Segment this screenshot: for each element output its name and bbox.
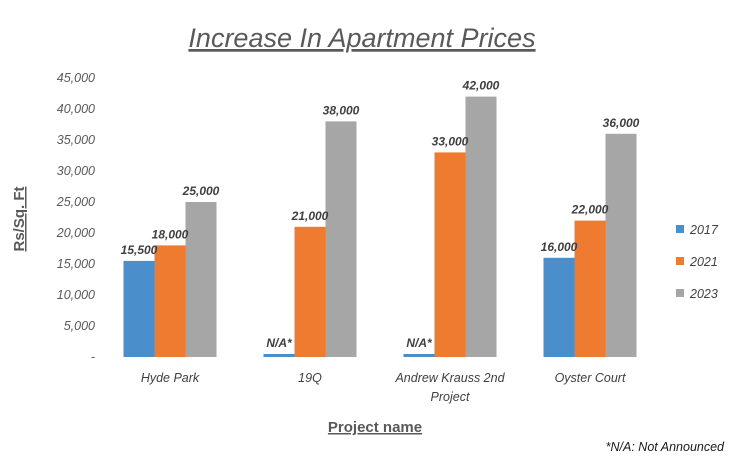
data-label-2023: 25,000 [182,184,220,198]
category-label: 19Q [298,371,322,385]
y-tick-label: 30,000 [57,164,95,178]
y-tick-label: 15,000 [57,257,95,271]
category-label: Oyster Court [555,371,626,385]
y-tick-label: 20,000 [56,226,95,240]
category-label: Project [431,390,470,404]
bar-2021 [434,152,466,357]
x-axis-title: Project name [328,419,422,436]
x-axis-categories: Hyde Park 19Q Andrew Krauss 2nd Project Oyst… [141,371,626,404]
data-label-2023: 36,000 [603,116,640,130]
legend-label-2023: 2023 [689,287,718,301]
y-tick-label: 5,000 [64,319,95,333]
data-label-2021: 18,000 [152,227,189,241]
data-label-2023: 38,000 [323,103,360,117]
data-label-2021: 21,000 [291,209,329,223]
bars [123,96,637,358]
y-tick-label: - [91,350,95,364]
y-tick-label: 25,000 [56,195,95,209]
y-axis-ticks: - 5,000 10,000 15,000 20,000 25,000 30,000 35,0… [56,71,95,364]
bar-2023 [605,133,637,357]
data-label-2021: 22,000 [571,203,609,217]
legend: 2017 2021 2023 [676,223,719,301]
footnote: *N/A: Not Announced [606,440,725,454]
bar-2017 [543,257,575,357]
category-label: Andrew Krauss 2nd [394,371,505,385]
legend-swatch-2023 [676,289,684,297]
data-label-2017: 15,500 [121,243,158,257]
bar-2023 [325,121,357,358]
legend-label-2021: 2021 [689,255,718,269]
bar-2017 [123,260,155,357]
y-tick-label: 35,000 [57,133,95,147]
bar-2021 [574,220,606,357]
y-axis-title: Rs/Sq. Ft [11,186,28,251]
legend-label-2017: 2017 [689,223,719,237]
legend-swatch-2021 [676,257,684,265]
chart-title: Increase In Apartment Prices [188,23,535,53]
bar-2023 [465,96,497,357]
bar-2017 [263,354,295,357]
y-tick-label: 45,000 [57,71,95,85]
y-tick-label: 10,000 [57,288,95,302]
data-label-2017: N/A* [406,336,433,350]
bar-2017 [403,354,435,357]
data-label-2021: 33,000 [432,134,469,148]
y-tick-label: 40,000 [57,102,95,116]
legend-swatch-2017 [676,225,684,233]
data-label-2017: 16,000 [541,240,578,254]
bar-2021 [154,245,186,357]
category-label: Hyde Park [141,371,200,385]
data-label-2017: N/A* [266,336,293,350]
bar-2023 [185,202,217,357]
data-label-2023: 42,000 [462,79,500,93]
bar-2021 [294,226,326,357]
data-labels: 15,500 18,000 25,000 N/A* 21,000 38,000 N/A* 33… [121,79,640,350]
